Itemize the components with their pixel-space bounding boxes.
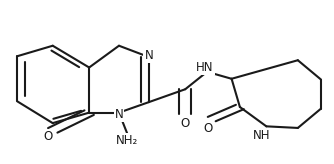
- Text: N: N: [115, 108, 123, 121]
- Text: HN: HN: [196, 61, 214, 74]
- Text: O: O: [204, 122, 213, 135]
- Text: N: N: [144, 49, 153, 62]
- Text: NH₂: NH₂: [116, 133, 138, 147]
- Text: NH: NH: [253, 129, 270, 142]
- Text: O: O: [43, 130, 52, 143]
- Text: O: O: [181, 117, 190, 130]
